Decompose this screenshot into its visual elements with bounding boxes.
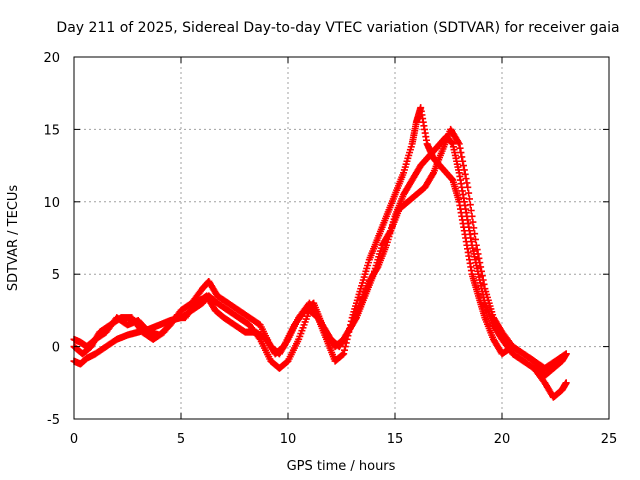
data-point — [456, 144, 464, 152]
data-point — [475, 254, 483, 262]
data-point — [429, 170, 437, 178]
data-point — [467, 206, 475, 214]
data-point — [465, 189, 473, 197]
data-point — [352, 315, 360, 323]
data-point — [480, 280, 488, 288]
data-point — [471, 235, 479, 243]
axis-ticks — [73, 56, 610, 420]
data-point — [341, 343, 349, 351]
grid-lines — [74, 57, 609, 419]
data-point — [562, 379, 570, 387]
series-track-a — [70, 133, 570, 401]
x-axis-label: GPS time / hours — [287, 459, 396, 474]
data-point — [455, 140, 463, 148]
data-point — [478, 272, 486, 280]
data-point — [477, 263, 485, 271]
y-tick-label: 0 — [52, 341, 60, 356]
data-point — [454, 138, 462, 146]
data-point — [476, 259, 484, 267]
y-tick-label: 5 — [52, 268, 60, 283]
x-tick-label: 5 — [177, 432, 185, 447]
x-tick-label: 0 — [70, 432, 78, 447]
series-track-c — [70, 125, 570, 372]
data-point — [477, 267, 485, 275]
data-point — [466, 201, 474, 209]
x-tick-labels: 0 5 10 15 20 25 — [70, 432, 617, 447]
y-tick-labels: -5 0 5 10 15 20 — [43, 51, 60, 428]
y-tick-label: 15 — [43, 123, 60, 138]
data-points — [70, 104, 570, 401]
chart-title: Day 211 of 2025, Sidereal Day-to-day VTE… — [56, 20, 619, 36]
data-point — [462, 175, 470, 183]
x-tick-label: 20 — [494, 432, 511, 447]
x-tick-label: 15 — [387, 432, 404, 447]
data-point — [340, 350, 348, 358]
data-point — [386, 228, 394, 236]
x-tick-label: 25 — [601, 432, 618, 447]
data-point — [471, 230, 479, 238]
data-point — [457, 149, 465, 157]
data-point — [468, 212, 476, 220]
data-point — [479, 276, 487, 284]
data-point — [470, 224, 478, 232]
data-point — [465, 195, 473, 203]
data-point — [459, 157, 467, 165]
data-point — [473, 246, 481, 254]
data-point — [459, 162, 467, 170]
data-point — [562, 350, 570, 358]
data-point — [460, 166, 468, 174]
series-track-b — [70, 104, 570, 380]
data-point — [469, 218, 477, 226]
y-tick-label: 20 — [43, 51, 60, 66]
x-tick-label: 10 — [280, 432, 297, 447]
data-point — [458, 153, 466, 161]
data-point — [464, 183, 472, 191]
data-point — [461, 170, 469, 178]
data-point — [340, 346, 348, 354]
data-point — [463, 179, 471, 187]
y-tick-label: -5 — [47, 413, 60, 428]
data-point — [474, 250, 482, 258]
y-tick-label: 10 — [43, 196, 60, 211]
y-axis-label: SDTVAR / TECUs — [6, 185, 21, 292]
plot-border — [73, 56, 610, 420]
data-point — [472, 241, 480, 249]
